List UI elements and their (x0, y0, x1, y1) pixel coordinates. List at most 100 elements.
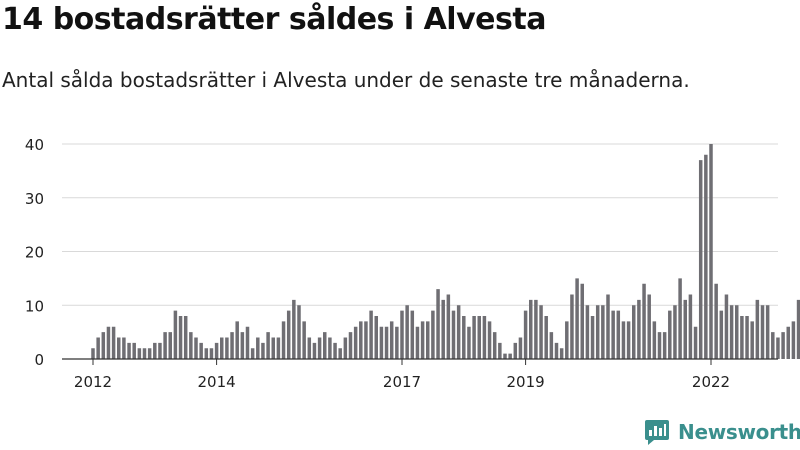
bar (683, 299, 687, 359)
bar (693, 326, 698, 359)
bar (456, 305, 461, 359)
bar (199, 342, 203, 359)
bar (250, 348, 255, 359)
bar (420, 321, 425, 359)
bar (271, 337, 275, 359)
bar (755, 299, 760, 359)
bar (312, 342, 317, 359)
bar (374, 316, 378, 359)
bar (704, 154, 708, 359)
bar (796, 299, 800, 359)
bar (292, 299, 296, 359)
bar (740, 316, 744, 359)
bar (791, 321, 796, 359)
bar (436, 289, 440, 359)
bar (431, 310, 435, 359)
bar (714, 283, 718, 359)
bar (276, 337, 281, 359)
bar (503, 353, 507, 359)
bar (487, 321, 492, 359)
bar (765, 305, 770, 359)
x-tick-label: 2019 (507, 373, 545, 391)
bar (395, 326, 399, 359)
bar (472, 316, 476, 359)
bar (328, 337, 332, 359)
bar (364, 321, 368, 359)
bar (549, 332, 554, 359)
bar (220, 337, 224, 359)
bar (678, 278, 682, 359)
bar (637, 299, 641, 359)
bar (518, 337, 523, 359)
x-tick-label: 2014 (198, 373, 236, 391)
bar (178, 316, 183, 359)
bar (544, 316, 548, 359)
bar (147, 348, 152, 359)
bar (477, 316, 481, 359)
bar (359, 321, 363, 359)
y-tick-label: 20 (25, 244, 44, 262)
bar (204, 348, 209, 359)
bar (225, 337, 229, 359)
x-tick-label: 2012 (74, 373, 112, 391)
bar (688, 294, 693, 359)
bar (601, 305, 605, 359)
bar (534, 299, 538, 359)
bar (168, 332, 172, 359)
bar (348, 332, 353, 359)
bar (781, 332, 785, 359)
bar (539, 305, 543, 359)
bar (153, 342, 157, 359)
bar (405, 305, 409, 359)
bar (323, 332, 327, 359)
bar (729, 305, 734, 359)
bar (590, 316, 595, 359)
bar (189, 332, 193, 359)
bar (307, 337, 312, 359)
bar (662, 332, 667, 359)
y-tick-label: 40 (25, 136, 44, 154)
x-tick-label: 2022 (692, 373, 730, 391)
page-title: 14 bostadsrätter såldes i Alvesta (2, 2, 546, 37)
bar (559, 348, 564, 359)
bar (214, 342, 219, 359)
bar (194, 337, 198, 359)
bar (400, 310, 404, 359)
bar (709, 144, 713, 359)
bar (523, 310, 528, 359)
bar (492, 332, 497, 359)
bar (606, 294, 610, 359)
bar (173, 310, 178, 359)
bar (415, 326, 420, 359)
bar (343, 337, 348, 359)
y-tick-label: 30 (25, 190, 44, 208)
bar (632, 305, 636, 359)
bar (302, 321, 306, 359)
bar (240, 332, 245, 359)
bar (595, 305, 600, 359)
bar (96, 337, 100, 359)
bar (441, 299, 445, 359)
bar (338, 348, 342, 359)
bar (446, 294, 451, 359)
bar (698, 160, 703, 359)
bar (451, 310, 456, 359)
bar (317, 337, 322, 359)
bar (353, 326, 358, 359)
bar (462, 316, 466, 359)
y-tick-label: 0 (34, 351, 44, 369)
bar (611, 310, 615, 359)
bar (230, 332, 234, 359)
bar (426, 321, 430, 359)
bar (580, 283, 584, 359)
bar (750, 321, 754, 359)
bar (163, 332, 167, 359)
bar (724, 294, 729, 359)
bar (101, 332, 106, 359)
bar (565, 321, 569, 359)
bar (106, 326, 111, 359)
bar (158, 342, 162, 359)
bar (647, 294, 651, 359)
bar (297, 305, 301, 359)
bar (256, 337, 260, 359)
